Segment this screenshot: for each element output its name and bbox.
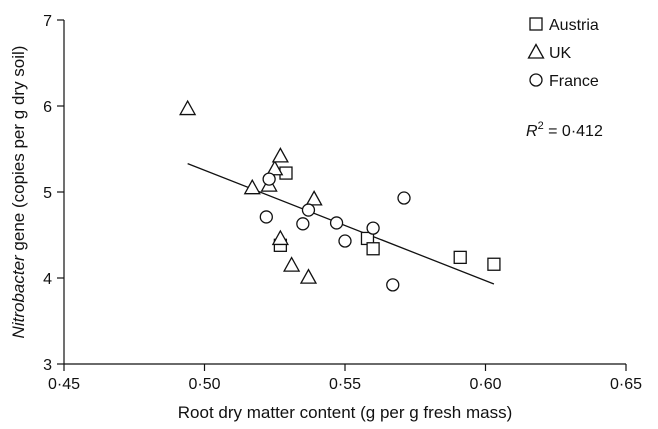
axes [63,20,626,365]
france-circle-point [259,210,273,224]
y-axis-label: Nitrobacter gene (copies per g dry soil) [9,46,28,339]
legend-triangle-icon [527,43,545,59]
x-tick-label: 0·45 [48,376,80,393]
france-circle-point [386,278,400,292]
y-axis-ticks: 3 4 5 6 7 [43,13,64,374]
r-squared-value: = 0·412 [544,123,603,140]
r-squared-sup: 2 [538,120,544,132]
uk-triangle-point [266,159,284,176]
uk-triangle-point [271,229,289,246]
y-tick-label: 7 [43,13,52,30]
x-tick-label: 0·65 [610,376,642,393]
uk-triangle-point [179,99,197,116]
legend-square-icon [529,17,543,31]
data-points-layer [179,99,501,292]
uk-triangle-point [305,190,323,206]
uk-triangle-point [243,178,261,195]
austria-square-point [366,242,380,256]
france-circle-point [397,191,411,205]
france-circle-point [329,216,344,230]
r-squared-annotation: R2 = 0·412 [526,120,603,140]
legend-circle-icon [529,73,543,87]
y-tick-label: 4 [43,271,52,288]
y-tick-label: 3 [43,357,52,374]
uk-triangle-point [271,147,289,163]
y-tick-label: 5 [43,185,52,202]
x-axis-label: Root dry matter content (g per g fresh m… [178,403,512,422]
y-tick-label: 6 [43,99,52,116]
x-axis-ticks: 0·45 0·50 0·55 0·60 0·65 [48,364,642,393]
y-axis-label-rest: gene (copies per g dry soil) [9,46,28,256]
legend-label-austria: Austria [549,17,599,34]
x-tick-label: 0·55 [329,376,361,393]
legend-label-france: France [549,73,599,90]
r-squared-r: R [526,123,538,140]
x-tick-label: 0·60 [469,376,501,393]
uk-triangle-point [299,268,318,284]
france-circle-point [301,203,316,217]
x-tick-label: 0·50 [188,376,220,393]
legend-label-uk: UK [549,45,572,62]
austria-square-point [487,257,501,271]
legend: Austria UK France [527,17,599,90]
france-circle-point [366,221,380,235]
france-circle-point [296,217,310,231]
france-circle-point [338,234,352,248]
austria-square-point [453,250,467,265]
y-axis-label-italic: Nitrobacter [9,254,28,338]
uk-triangle-point [283,256,301,272]
france-circle-point [262,172,276,186]
